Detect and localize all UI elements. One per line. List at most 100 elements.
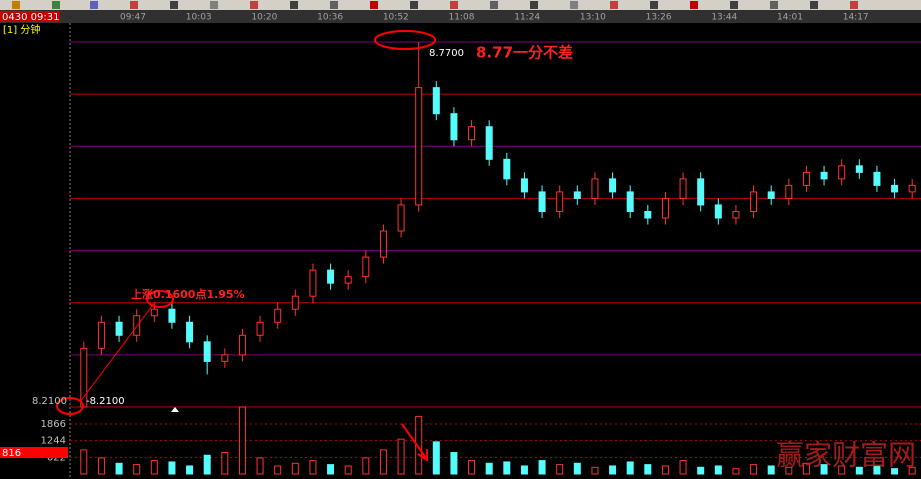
candle-body xyxy=(556,191,564,212)
volume-bar xyxy=(591,466,599,475)
volume-bar xyxy=(520,465,528,475)
volume-bar xyxy=(732,468,740,475)
candle-body xyxy=(661,197,669,219)
volume-bar xyxy=(468,460,476,475)
candle-body xyxy=(468,126,476,141)
candle-body xyxy=(820,171,828,180)
current-volume-box xyxy=(0,447,68,458)
volume-bar xyxy=(767,465,775,475)
candle-body xyxy=(168,308,176,323)
volume-bar xyxy=(873,465,881,475)
candle-body xyxy=(785,184,793,199)
current-volume: 816 xyxy=(2,448,21,459)
time-label: 13:44 xyxy=(711,13,737,23)
candle-body xyxy=(309,269,317,297)
candle-body xyxy=(362,256,370,278)
marker xyxy=(171,407,179,412)
volume-bar xyxy=(150,460,158,475)
header-time-box xyxy=(0,11,60,22)
volume-bar xyxy=(238,406,246,475)
time-label: 09:47 xyxy=(120,13,146,23)
volume-bar xyxy=(97,457,105,475)
volume-bar xyxy=(168,461,176,475)
volume-bar xyxy=(256,457,264,475)
time-label: 10:52 xyxy=(383,13,409,23)
time-label: 10:20 xyxy=(251,13,277,23)
time-bar xyxy=(0,10,921,23)
time-label: 10:36 xyxy=(317,13,343,23)
volume-bar xyxy=(802,462,810,475)
candle-body xyxy=(591,178,599,199)
volume-bar xyxy=(274,465,282,475)
candle-body xyxy=(415,87,423,206)
time-label: 14:01 xyxy=(777,13,803,23)
time-label: 11:24 xyxy=(514,13,540,23)
candle-body xyxy=(221,354,229,362)
candle-body xyxy=(115,321,123,336)
time-label: 10:03 xyxy=(186,13,212,23)
candle-body xyxy=(97,321,105,349)
rise-note: 上涨0.1600点1.95% xyxy=(131,287,245,301)
volume-bar xyxy=(908,466,916,475)
candle-body xyxy=(891,184,899,193)
time-label: 13:26 xyxy=(646,13,672,23)
candle-body xyxy=(186,321,194,343)
candle-body xyxy=(203,341,211,362)
candle-body xyxy=(908,184,916,193)
volume-bar xyxy=(714,465,722,475)
volume-bar xyxy=(538,460,546,475)
candle-body xyxy=(644,210,652,219)
volume-bar xyxy=(415,415,423,475)
volume-bar xyxy=(379,449,387,475)
candle-body xyxy=(573,191,581,199)
candle-body xyxy=(256,321,264,336)
volume-bar xyxy=(573,462,581,475)
volume-bar xyxy=(891,468,899,475)
header-time: 0430 09:31 xyxy=(2,12,59,23)
candle-body xyxy=(133,315,141,336)
volume-bar xyxy=(820,464,828,475)
candle-body xyxy=(397,204,405,232)
volume-bar xyxy=(785,466,793,475)
candle-body xyxy=(291,295,299,310)
candle-body xyxy=(626,191,634,212)
volume-bar xyxy=(661,465,669,475)
candle-body xyxy=(432,87,440,115)
volume-bar xyxy=(327,464,335,475)
candle-body xyxy=(802,171,810,186)
candle-body xyxy=(150,308,158,317)
low-label: -8.2100 xyxy=(86,396,125,407)
volume-bar xyxy=(186,465,194,475)
candle-body xyxy=(450,113,458,141)
volume-tick-label: 1866 xyxy=(41,419,66,430)
candle-body xyxy=(855,165,863,173)
candle-body xyxy=(327,269,335,284)
candle-body xyxy=(520,178,528,193)
candle-body xyxy=(873,171,881,186)
volume-bar xyxy=(855,466,863,475)
candle-body xyxy=(344,276,352,284)
candle-body xyxy=(609,178,617,193)
toolbar xyxy=(0,0,921,10)
volume-bar xyxy=(556,464,564,475)
volume-tick-label: 1244 xyxy=(41,436,66,447)
volume-bar xyxy=(450,452,458,475)
price-axis-label: 8.2100 xyxy=(32,396,67,407)
volume-bar xyxy=(115,462,123,475)
volume-bar xyxy=(397,438,405,475)
candle-body xyxy=(679,178,687,199)
volume-bar xyxy=(626,461,634,475)
candle-body xyxy=(838,165,846,180)
volume-bar xyxy=(362,457,370,475)
period-label: [1] 分钟 xyxy=(3,23,40,36)
volume-bar xyxy=(133,464,141,475)
volume-bar xyxy=(309,460,317,475)
volume-bar xyxy=(432,441,440,475)
watermark: 赢家财富网 xyxy=(776,439,916,472)
volume-bar xyxy=(697,466,705,475)
volume-bar xyxy=(750,464,758,475)
candle-body xyxy=(714,204,722,219)
volume-bar xyxy=(80,449,88,475)
volume-bar xyxy=(203,454,211,475)
